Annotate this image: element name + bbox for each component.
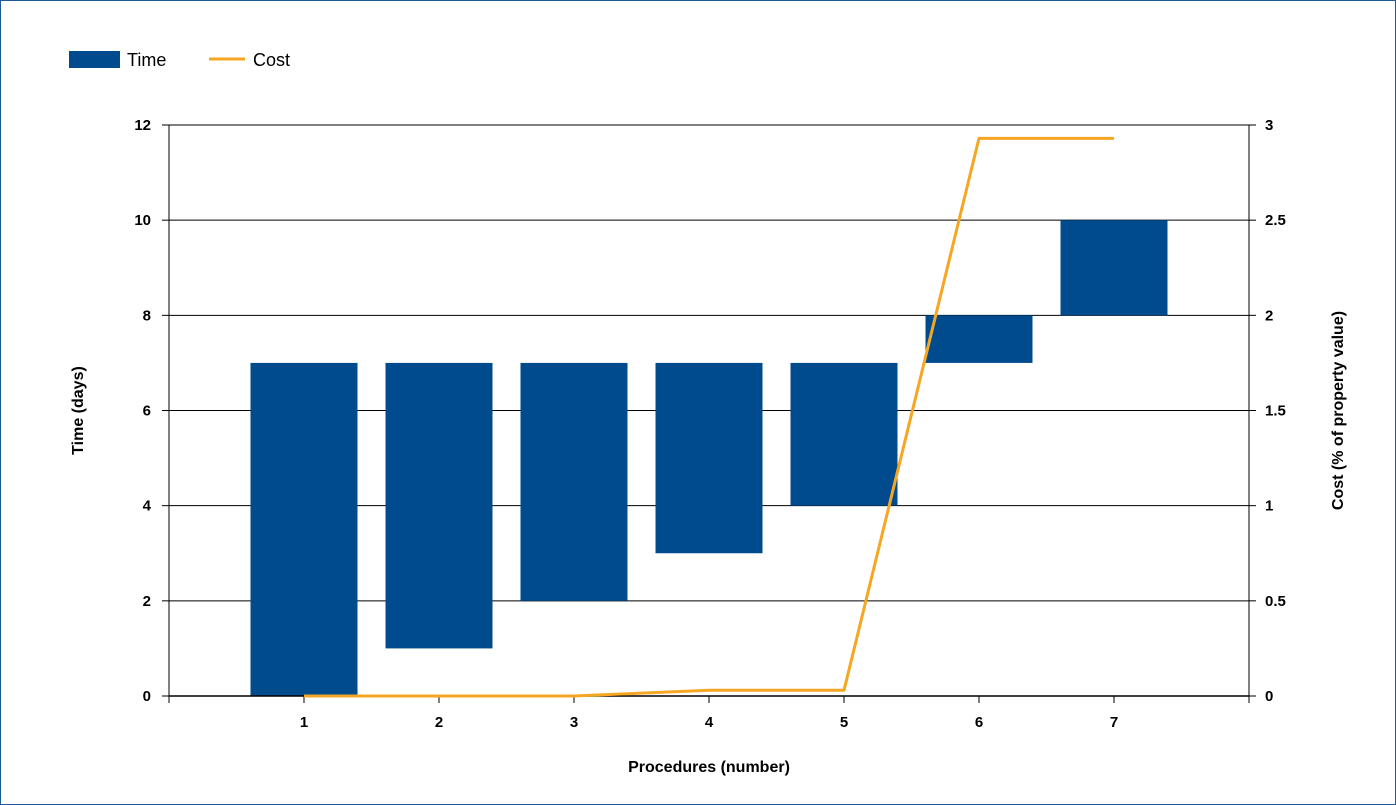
- y2-tick-label: 1: [1265, 498, 1273, 515]
- chart-labels: 0 02 0.54 16 1.58 210 2.512 31 2 3 4 5 6 7Procedures …: [70, 117, 1347, 776]
- y2-tick-label: 1.5: [1265, 403, 1286, 420]
- time-bar: [790, 362, 898, 506]
- x-tick-label: 3: [570, 714, 578, 731]
- y-axis-title: Time (days): [70, 366, 87, 455]
- time-bar: [250, 362, 358, 696]
- legend-time-label: Time: [127, 50, 166, 70]
- y2-tick-label: 2: [1265, 307, 1273, 324]
- time-bar: [655, 362, 763, 554]
- chart-legend: Time Cost: [69, 50, 290, 70]
- y2-axis-title: Cost (% of property value): [1330, 311, 1347, 510]
- x-tick-label: 6: [975, 714, 983, 731]
- x-tick-label: 4: [705, 714, 714, 731]
- y-tick-label: 4: [143, 498, 152, 515]
- x-tick-label: 5: [840, 714, 848, 731]
- cost-line-path: [304, 136, 1114, 698]
- x-axis-title: Procedures (number): [628, 759, 790, 776]
- y-tick-label: 10: [134, 212, 151, 229]
- y-tick-label: 8: [143, 307, 151, 324]
- legend-cost-label: Cost: [253, 50, 290, 70]
- time-bar: [385, 362, 493, 649]
- cost-line: [304, 136, 1114, 698]
- y2-tick-label: 0.5: [1265, 593, 1286, 610]
- y-tick-label: 0: [143, 688, 151, 705]
- y2-tick-label: 2.5: [1265, 212, 1286, 229]
- y-tick-label: 6: [143, 403, 151, 420]
- legend-time-swatch: [69, 51, 120, 68]
- time-bar: [520, 362, 628, 601]
- y2-tick-label: 0: [1265, 688, 1273, 705]
- x-tick-label: 2: [435, 714, 443, 731]
- y-tick-label: 2: [143, 593, 151, 610]
- time-bar: [1060, 220, 1168, 316]
- y2-tick-label: 3: [1265, 117, 1273, 134]
- x-tick-label: 7: [1110, 714, 1118, 731]
- x-tick-label: 1: [300, 714, 308, 731]
- y-tick-label: 12: [134, 117, 151, 134]
- time-bars: [250, 220, 1168, 696]
- time-bar: [925, 315, 1033, 363]
